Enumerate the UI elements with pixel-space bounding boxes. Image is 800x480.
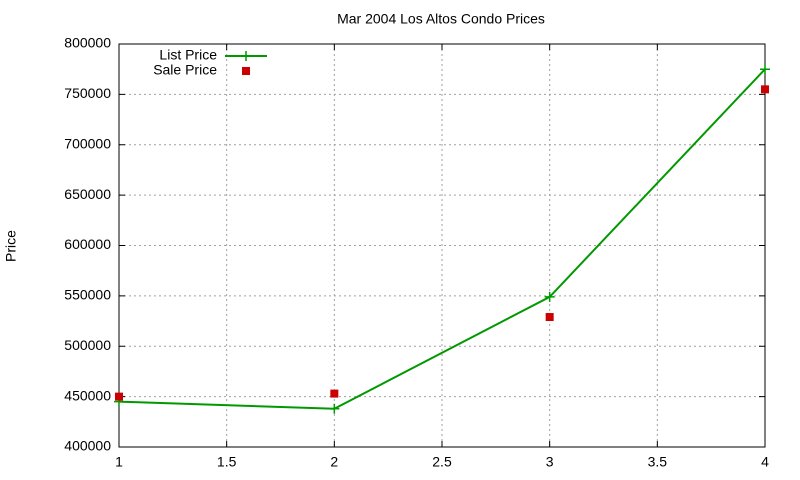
x-tick-label: 2 [330, 454, 338, 470]
x-tick-label: 3 [546, 454, 554, 470]
chart-title: Mar 2004 Los Altos Condo Prices [337, 11, 545, 27]
data-point [760, 64, 770, 75]
x-tick-label: 1 [115, 454, 123, 470]
x-tick-label: 3.5 [648, 454, 668, 470]
x-tick-label: 2.5 [432, 454, 452, 470]
legend-marker [242, 67, 250, 75]
series-line [118, 68, 766, 410]
x-tick-label: 4 [761, 454, 769, 470]
y-axis-label: Price [3, 230, 19, 262]
data-point [330, 389, 339, 398]
y-tick-label: 550000 [64, 287, 111, 303]
legend-label: Sale Price [153, 62, 217, 78]
data-point [545, 313, 554, 322]
y-tick-label: 450000 [64, 387, 111, 403]
plot-border [118, 43, 766, 448]
y-tick-label: 500000 [64, 337, 111, 353]
y-tick-label: 600000 [64, 236, 111, 252]
legend-marker [241, 51, 251, 61]
x-tick-label: 1.5 [217, 454, 237, 470]
legend-label: List Price [159, 47, 217, 63]
data-point [329, 403, 340, 414]
data-point [761, 85, 769, 94]
y-tick-label: 750000 [64, 85, 111, 101]
data-point [115, 392, 123, 401]
data-point [544, 291, 555, 302]
y-tick-label: 700000 [64, 135, 111, 151]
y-tick-label: 400000 [64, 438, 111, 454]
y-tick-label: 650000 [64, 186, 111, 202]
y-tick-label: 800000 [64, 35, 111, 51]
